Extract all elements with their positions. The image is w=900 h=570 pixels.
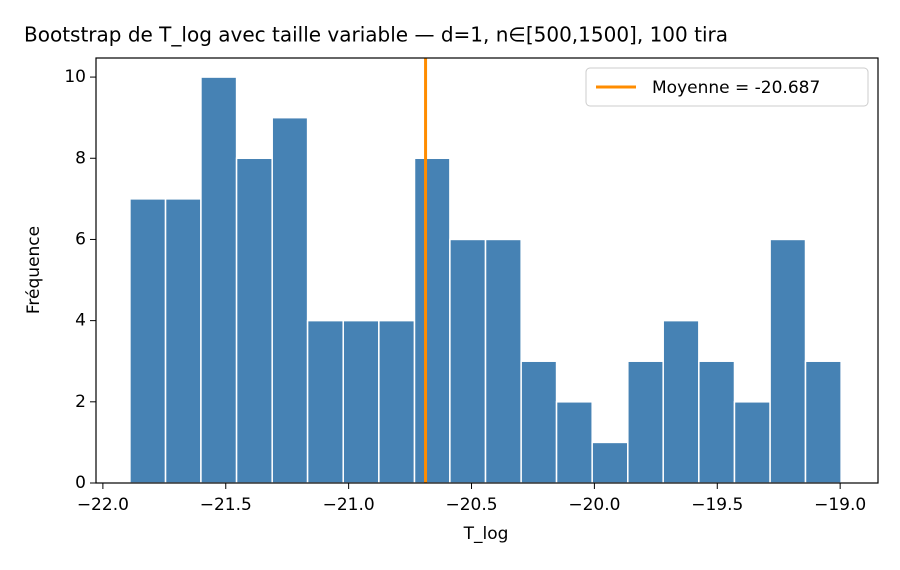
bar [271, 116, 309, 484]
y-tick-label: 2 [75, 392, 86, 412]
bar [520, 360, 558, 484]
bar [627, 360, 664, 484]
bar [449, 238, 487, 484]
bar [129, 198, 167, 484]
bar [591, 441, 629, 484]
chart-title: Bootstrap de T_log avec taille variable … [24, 23, 728, 47]
bar [484, 238, 522, 484]
y-tick-label: 10 [64, 67, 86, 87]
bar [662, 319, 700, 484]
x-tick-label: −19.5 [691, 495, 743, 515]
y-axis-label: Fréquence [24, 226, 44, 314]
x-tick-label: −20.0 [568, 495, 620, 515]
x-tick-label: −21.5 [200, 495, 252, 515]
x-tick-label: −19.0 [814, 495, 866, 515]
bar [698, 360, 736, 484]
y-tick-label: 8 [75, 148, 86, 168]
x-tick-label: −22.0 [77, 495, 129, 515]
bar [342, 319, 380, 484]
bar [413, 157, 451, 484]
bar [769, 238, 807, 484]
x-axis-label: T_log [463, 524, 509, 544]
bar [555, 401, 593, 484]
legend-box [585, 67, 869, 107]
bar [164, 198, 202, 484]
bar [200, 76, 238, 484]
y-tick-label: 6 [75, 229, 86, 249]
x-tick-label: −20.5 [445, 495, 497, 515]
bar [306, 319, 344, 484]
bar [733, 401, 771, 484]
axes-frame [95, 57, 879, 484]
x-tick-label: −21.0 [323, 495, 375, 515]
y-tick-label: 0 [75, 473, 86, 493]
bar [378, 319, 416, 484]
bar [804, 360, 842, 484]
legend-label: Moyenne = -20.687 [652, 78, 820, 98]
bar [235, 157, 273, 484]
y-tick-label: 4 [75, 311, 86, 331]
